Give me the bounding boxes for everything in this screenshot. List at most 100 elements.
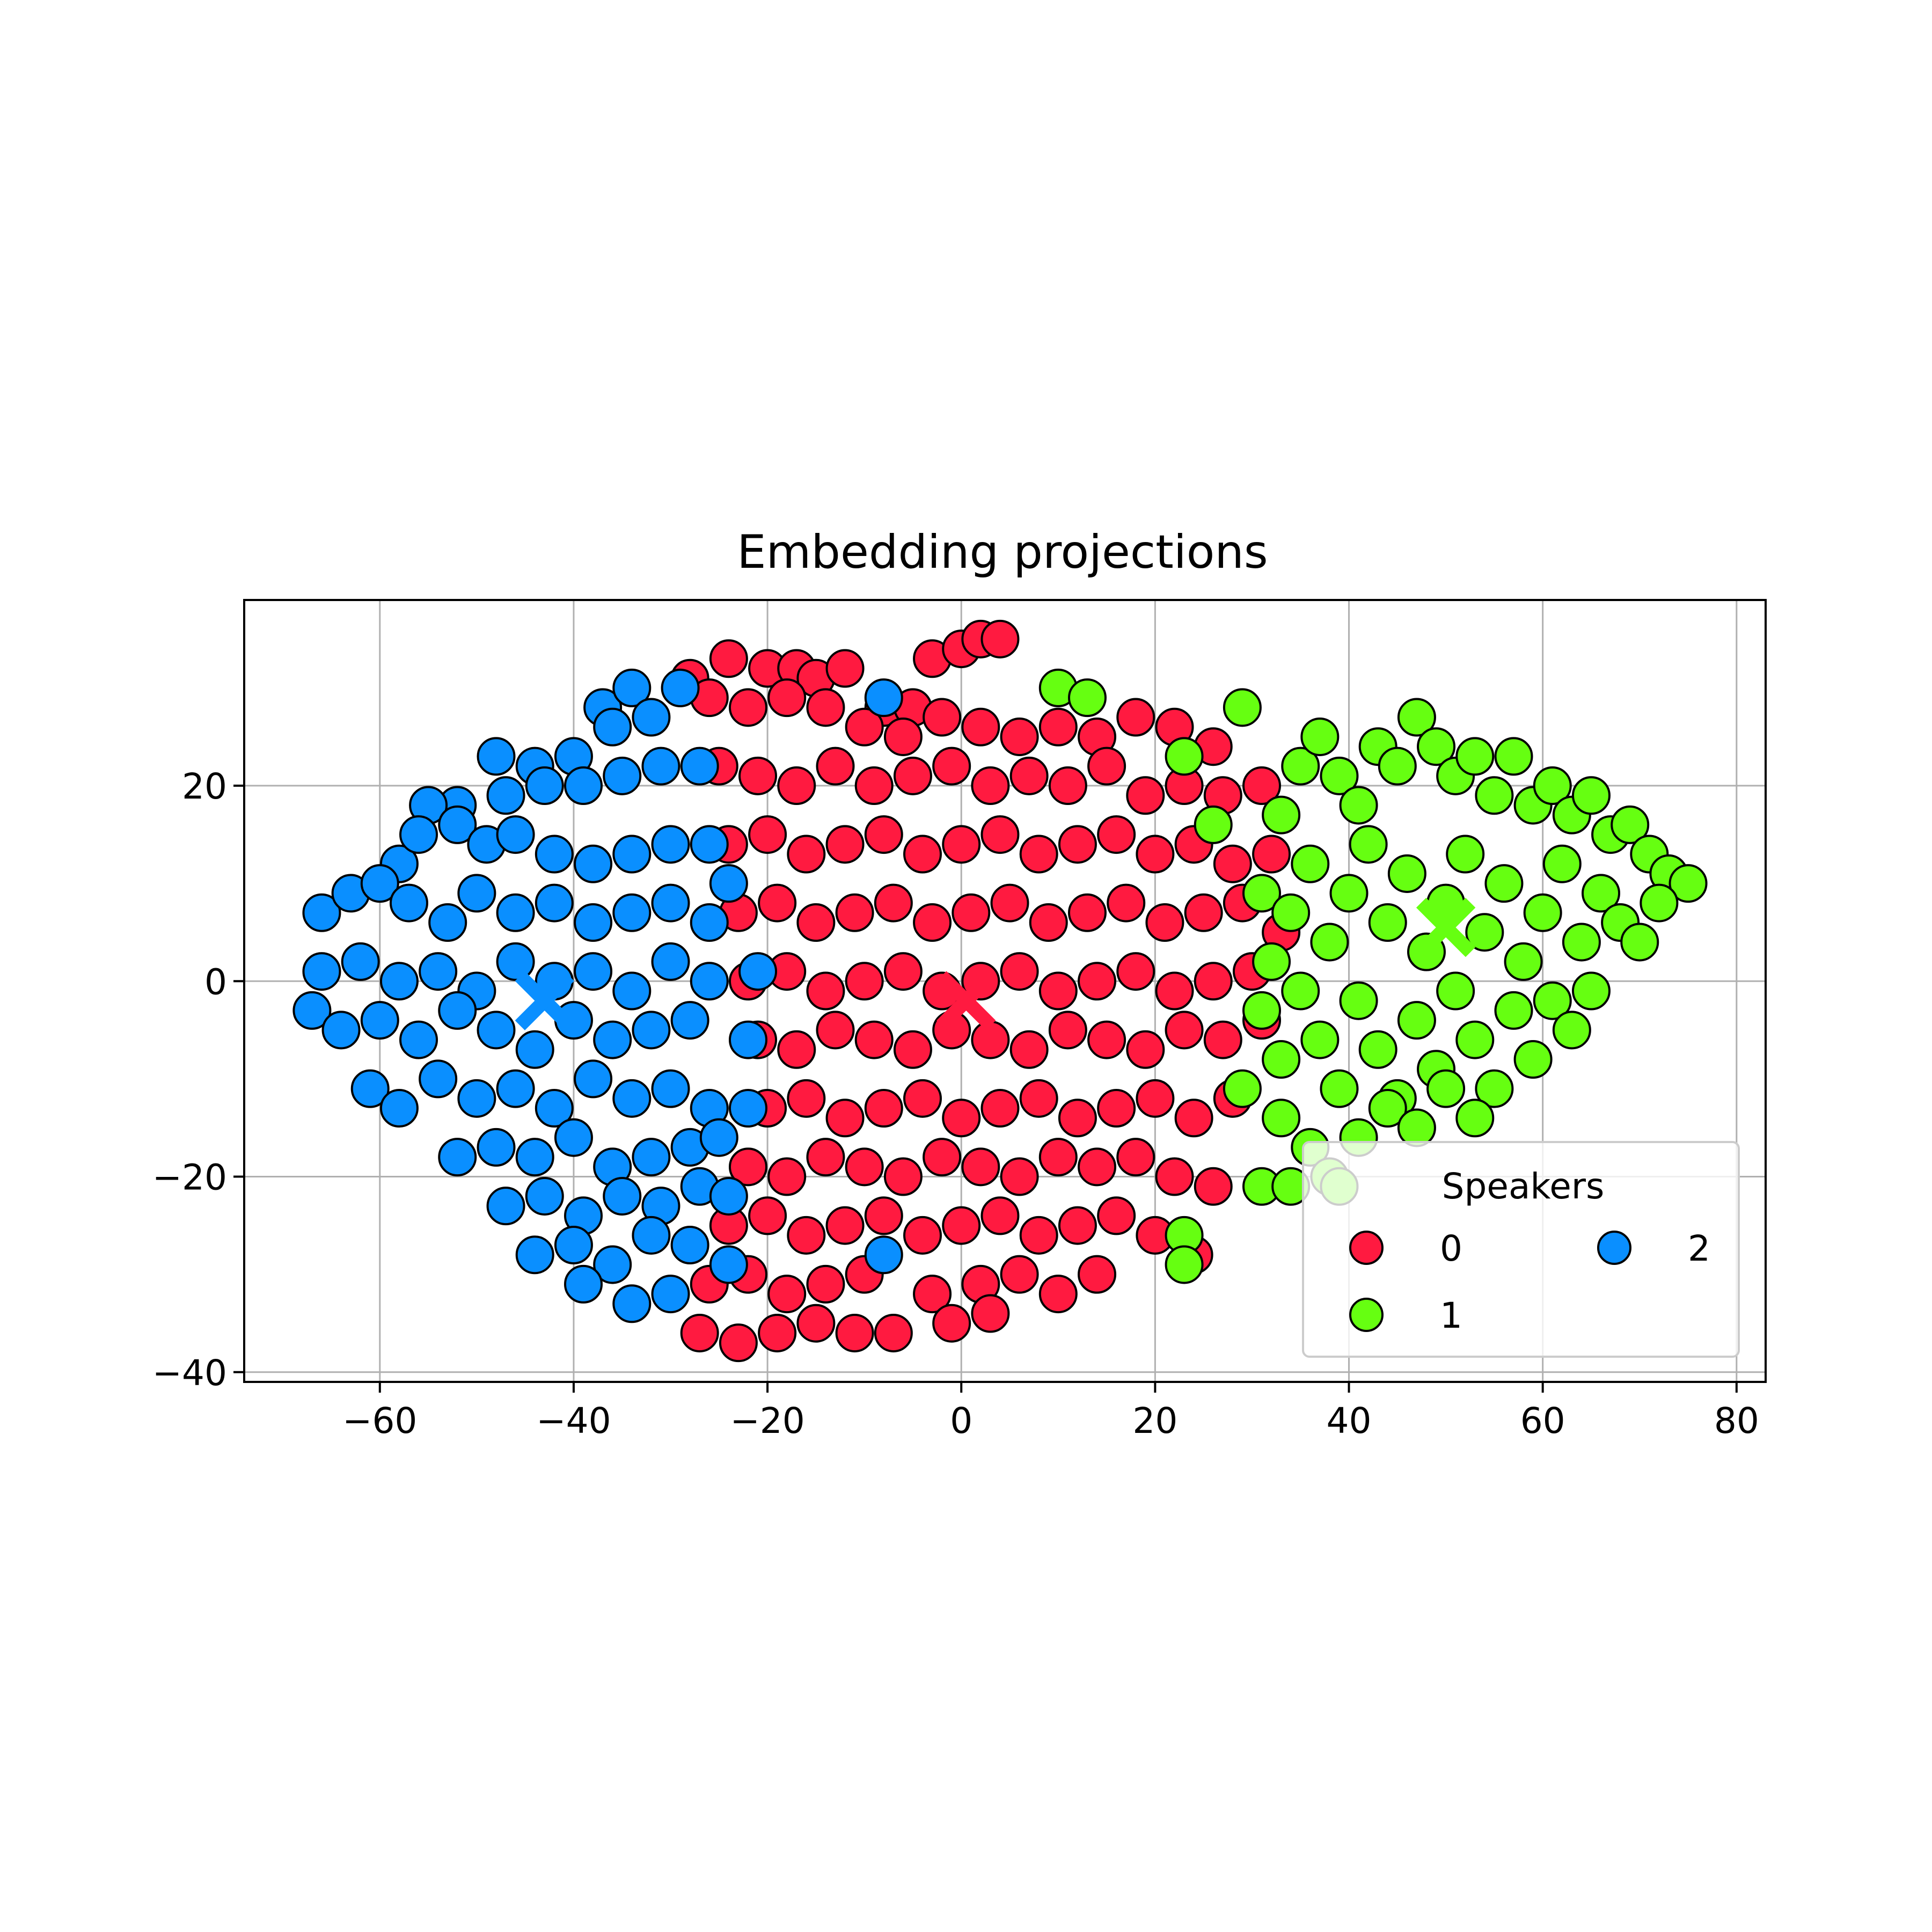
point-speaker-2 [350,1069,390,1108]
point-speaker-0 [1165,1011,1204,1050]
point-speaker-0 [1242,766,1282,806]
point-speaker-0 [971,766,1010,806]
point-speaker-0 [932,747,971,786]
x-tick-label: 80 [1714,1400,1759,1441]
point-speaker-1 [1504,942,1543,981]
point-speaker-1 [1281,747,1320,786]
point-speaker-2 [651,825,690,864]
point-speaker-1 [1262,1040,1301,1079]
centroid-stroke [1416,897,1476,957]
point-speaker-2 [399,1020,438,1059]
point-speaker-1 [1387,854,1426,893]
point-speaker-1 [1194,805,1233,844]
point-speaker-2 [612,893,652,932]
point-speaker-0 [874,883,913,923]
point-speaker-2 [690,962,729,1001]
point-speaker-2 [574,903,613,942]
point-speaker-0 [1048,1011,1087,1050]
point-speaker-0 [1038,971,1078,1011]
point-speaker-1 [1300,717,1340,756]
point-speaker-2 [399,815,438,854]
point-speaker-2 [728,1020,767,1059]
point-speaker-1 [1562,923,1601,962]
point-speaker-1 [1417,727,1456,766]
point-speaker-0 [971,1294,1010,1333]
point-speaker-0 [1000,952,1039,991]
centroid-speaker-0 [936,971,996,1030]
point-speaker-1 [1397,1001,1436,1040]
point-speaker-1 [1223,688,1262,727]
point-speaker-2 [574,844,613,883]
point-speaker-0 [923,698,962,737]
point-speaker-2 [438,991,477,1030]
x-tick-label: 0 [950,1400,972,1441]
point-speaker-0 [1155,971,1194,1011]
point-speaker-1 [1320,1069,1359,1108]
point-speaker-0 [1145,903,1184,942]
point-speaker-0 [1097,815,1136,854]
point-speaker-0 [825,1206,865,1245]
point-speaker-0 [942,1206,981,1245]
point-speaker-0 [1107,883,1146,923]
point-speaker-1 [1475,776,1514,815]
point-speaker-2 [651,942,690,981]
point-speaker-0 [1116,698,1155,737]
point-speaker-1 [1339,981,1378,1020]
point-speaker-0 [864,815,903,854]
point-speaker-2 [292,991,332,1030]
point-speaker-0 [913,1275,952,1314]
point-speaker-0 [738,756,778,795]
point-speaker-0 [845,1147,884,1187]
point-speaker-0 [767,1275,807,1314]
point-speaker-0 [1058,825,1097,864]
point-speaker-0 [748,1196,787,1235]
point-speaker-2 [379,962,419,1001]
point-speaker-0 [980,1089,1020,1128]
point-speaker-2 [680,747,719,786]
point-speaker-2 [612,1079,652,1118]
point-speaker-0 [1136,1079,1175,1118]
point-speaker-0 [806,1138,845,1177]
point-speaker-1 [1455,737,1495,776]
point-speaker-0 [1078,1147,1117,1187]
point-speaker-2 [728,1089,767,1128]
point-speaker-2 [477,1128,516,1167]
point-speaker-2 [554,1226,593,1265]
point-speaker-0 [1038,707,1078,747]
point-speaker-2 [457,874,496,913]
point-speaker-0 [1097,1089,1136,1128]
point-speaker-2 [438,1138,477,1177]
point-speaker-0 [1000,1157,1039,1196]
point-speaker-1 [1582,874,1621,913]
point-speaker-0 [961,707,1000,747]
point-speaker-1 [1475,1069,1514,1108]
point-speaker-2 [574,952,613,991]
point-speaker-0 [1203,1020,1242,1059]
point-speaker-1 [1552,1011,1591,1050]
point-speaker-2 [864,1235,903,1275]
point-speaker-2 [593,1020,632,1059]
point-speaker-1 [1310,923,1349,962]
point-speaker-0 [1213,844,1252,883]
point-speaker-0 [825,649,865,688]
point-speaker-2 [632,698,671,737]
legend: Speakers 0 1 2 [1302,1141,1740,1358]
point-speaker-2 [632,1216,671,1255]
point-speaker-2 [564,1264,603,1304]
y-tick-label: −40 [152,1352,227,1394]
y-tick-label: 20 [182,766,227,807]
centroid-stroke [515,971,574,1030]
point-speaker-0 [883,952,923,991]
point-speaker-0 [835,1313,874,1352]
point-speaker-1 [1484,864,1524,903]
point-speaker-0 [1194,962,1233,1001]
point-speaker-0 [854,766,894,806]
data-points [292,619,1708,1363]
centroid-markers [515,897,1476,1030]
point-speaker-1 [1262,1099,1301,1138]
point-speaker-0 [1126,1030,1165,1069]
point-speaker-0 [777,1030,816,1069]
point-speaker-1 [1329,874,1368,913]
point-speaker-1 [1397,1108,1436,1147]
